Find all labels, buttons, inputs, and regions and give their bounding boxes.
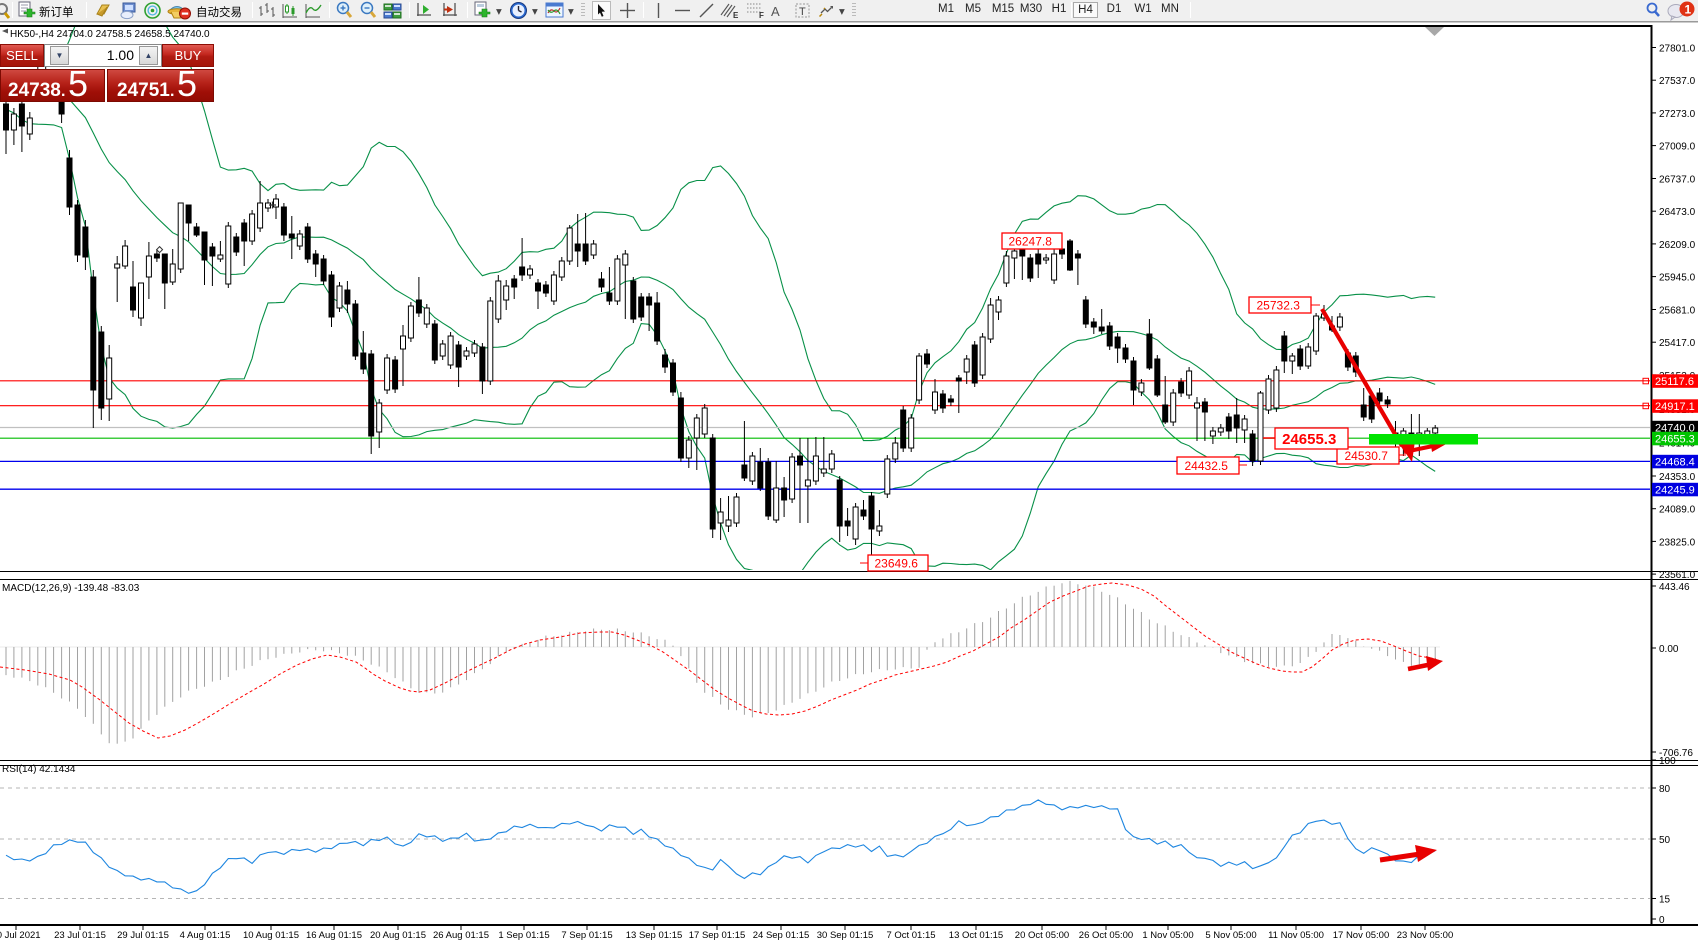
svg-text:24 Sep 01:15: 24 Sep 01:15 [753,930,810,941]
svg-text:27801.0: 27801.0 [1659,44,1696,55]
svg-text:24089.0: 24089.0 [1659,505,1696,516]
svg-text:23561.0: 23561.0 [1659,570,1696,581]
svg-text:23 Jul 01:15: 23 Jul 01:15 [54,930,106,941]
svg-text:443.46: 443.46 [1659,582,1690,593]
svg-text:26247.8: 26247.8 [1009,234,1053,248]
svg-text:29 Jul 01:15: 29 Jul 01:15 [117,930,169,941]
svg-text:15: 15 [1659,895,1671,906]
svg-text:100: 100 [1659,756,1676,767]
svg-text:1: 1 [1685,3,1692,17]
svg-text:25417.0: 25417.0 [1659,338,1696,349]
svg-text:HK50-,H4 24704.0 24758.5 2465: HK50-,H4 24704.0 24758.5 24658.5 24740.0 [10,29,210,40]
svg-text:0.00: 0.00 [1659,644,1679,655]
svg-text:26209.0: 26209.0 [1659,240,1696,251]
svg-text:27009.0: 27009.0 [1659,142,1696,153]
svg-text:24468.4: 24468.4 [1655,456,1695,468]
svg-text:25681.0: 25681.0 [1659,306,1696,317]
svg-text:20 Jul 2021: 20 Jul 2021 [0,930,41,941]
svg-text:23649.6: 23649.6 [875,556,919,570]
svg-text:7 Oct 01:15: 7 Oct 01:15 [886,930,935,941]
svg-text:4 Aug 01:15: 4 Aug 01:15 [180,930,231,941]
svg-text:5 Nov 05:00: 5 Nov 05:00 [1205,930,1256,941]
svg-text:25117.6: 25117.6 [1655,376,1694,388]
svg-text:T: T [799,6,806,18]
svg-text:10 Aug 01:15: 10 Aug 01:15 [243,930,299,941]
svg-text:-706.76: -706.76 [1659,748,1693,759]
svg-text:26 Aug 01:15: 26 Aug 01:15 [433,930,489,941]
svg-text:24917.1: 24917.1 [1655,401,1695,413]
svg-text:17 Nov 05:00: 17 Nov 05:00 [1333,930,1390,941]
svg-text:26473.0: 26473.0 [1659,207,1696,218]
svg-text:24655.3: 24655.3 [1655,433,1695,445]
svg-text:20 Oct 05:00: 20 Oct 05:00 [1015,930,1069,941]
svg-text:27273.0: 27273.0 [1659,109,1696,120]
svg-text:50: 50 [1659,835,1671,846]
svg-text:23 Nov 05:00: 23 Nov 05:00 [1397,930,1454,941]
svg-text:24530.7: 24530.7 [1345,449,1389,463]
svg-text:26737.0: 26737.0 [1659,175,1696,186]
svg-text:13 Sep 01:15: 13 Sep 01:15 [626,930,683,941]
svg-text:7 Sep 01:15: 7 Sep 01:15 [561,930,612,941]
svg-text:13 Oct 01:15: 13 Oct 01:15 [949,930,1003,941]
svg-text:25945.0: 25945.0 [1659,273,1696,284]
svg-text:24740.0: 24740.0 [1655,422,1695,434]
svg-text:1 Nov 05:00: 1 Nov 05:00 [1142,930,1193,941]
svg-text:E: E [733,11,739,20]
svg-text:24655.3: 24655.3 [1282,431,1336,448]
svg-text:80: 80 [1659,784,1671,795]
svg-text:24432.5: 24432.5 [1185,459,1229,473]
svg-text:27537.0: 27537.0 [1659,76,1696,87]
svg-text:11 Nov 05:00: 11 Nov 05:00 [1268,930,1324,941]
svg-text:25732.3: 25732.3 [1257,298,1301,312]
svg-text:30 Sep 01:15: 30 Sep 01:15 [817,930,874,941]
svg-text:23825.0: 23825.0 [1659,537,1696,548]
svg-text:1 Sep 01:15: 1 Sep 01:15 [498,930,549,941]
svg-text:26 Oct 05:00: 26 Oct 05:00 [1079,930,1133,941]
svg-text:20 Aug 01:15: 20 Aug 01:15 [370,930,426,941]
svg-text:RSI(14) 42.1434: RSI(14) 42.1434 [2,764,76,775]
svg-text:24245.9: 24245.9 [1655,484,1695,496]
svg-text:24353.0: 24353.0 [1659,472,1696,483]
svg-text:16 Aug 01:15: 16 Aug 01:15 [306,930,362,941]
svg-text:F: F [759,11,764,20]
svg-text:17 Sep 01:15: 17 Sep 01:15 [689,930,746,941]
svg-text:0: 0 [1659,915,1665,926]
svg-text:MACD(12,26,9) -139.48 -83.03: MACD(12,26,9) -139.48 -83.03 [2,583,140,594]
